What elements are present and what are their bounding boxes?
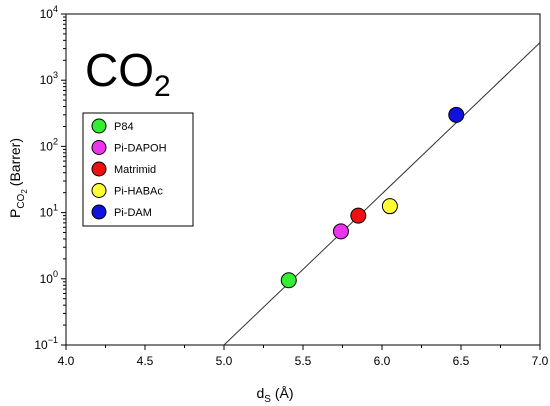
y-axis-label: PCO2(Barrer) [7, 138, 29, 218]
y-tick-label: 10−1 [34, 335, 58, 352]
data-point-p84 [280, 272, 297, 289]
y-tick-label: 101 [40, 203, 58, 220]
fit-line [223, 42, 541, 346]
x-tick-label: 4.0 [58, 354, 75, 368]
fit-line-group [223, 42, 541, 346]
legend-label: P84 [114, 121, 134, 133]
chart-title: CO2 [85, 44, 171, 103]
x-tick-label: 6.0 [374, 354, 391, 368]
x-axis-ticks: 4.0 4.5 5.0 5.5 6.0 6.5 7.0 [58, 345, 549, 368]
y-axis-ticks: 10−1 100 101 102 103 104 [34, 4, 66, 352]
data-point-pi-dapoh [332, 223, 349, 240]
legend-label: Pi-DAPOH [114, 143, 167, 155]
x-axis-label: dS (Å) [256, 385, 293, 405]
legend-marker [91, 183, 107, 198]
x-tick-label: 7.0 [532, 354, 549, 368]
data-point-matrimid [350, 207, 367, 224]
y-tick-label: 100 [40, 269, 58, 286]
legend-marker [91, 204, 107, 220]
legend: P84 Pi-DAPOH Matrimid Pi-HABAc Pi-DAM [82, 112, 194, 227]
y-tick-label: 103 [40, 70, 58, 87]
data-point-pi-habac [381, 198, 398, 215]
legend-label: Pi-HABAc [114, 186, 163, 198]
x-tick-label: 4.5 [137, 354, 154, 368]
x-tick-label: 5.0 [216, 354, 233, 368]
legend-marker [91, 140, 107, 155]
legend-marker [91, 161, 107, 177]
data-points [280, 106, 465, 289]
legend-label: Pi-DAM [114, 207, 152, 219]
y-tick-label: 102 [40, 136, 58, 153]
x-tick-label: 6.5 [453, 354, 470, 368]
data-point-pi-dam [448, 106, 465, 123]
legend-label: Matrimid [114, 164, 156, 176]
y-tick-label: 104 [40, 4, 58, 21]
legend-marker [91, 118, 107, 134]
x-tick-label: 5.5 [295, 354, 312, 368]
